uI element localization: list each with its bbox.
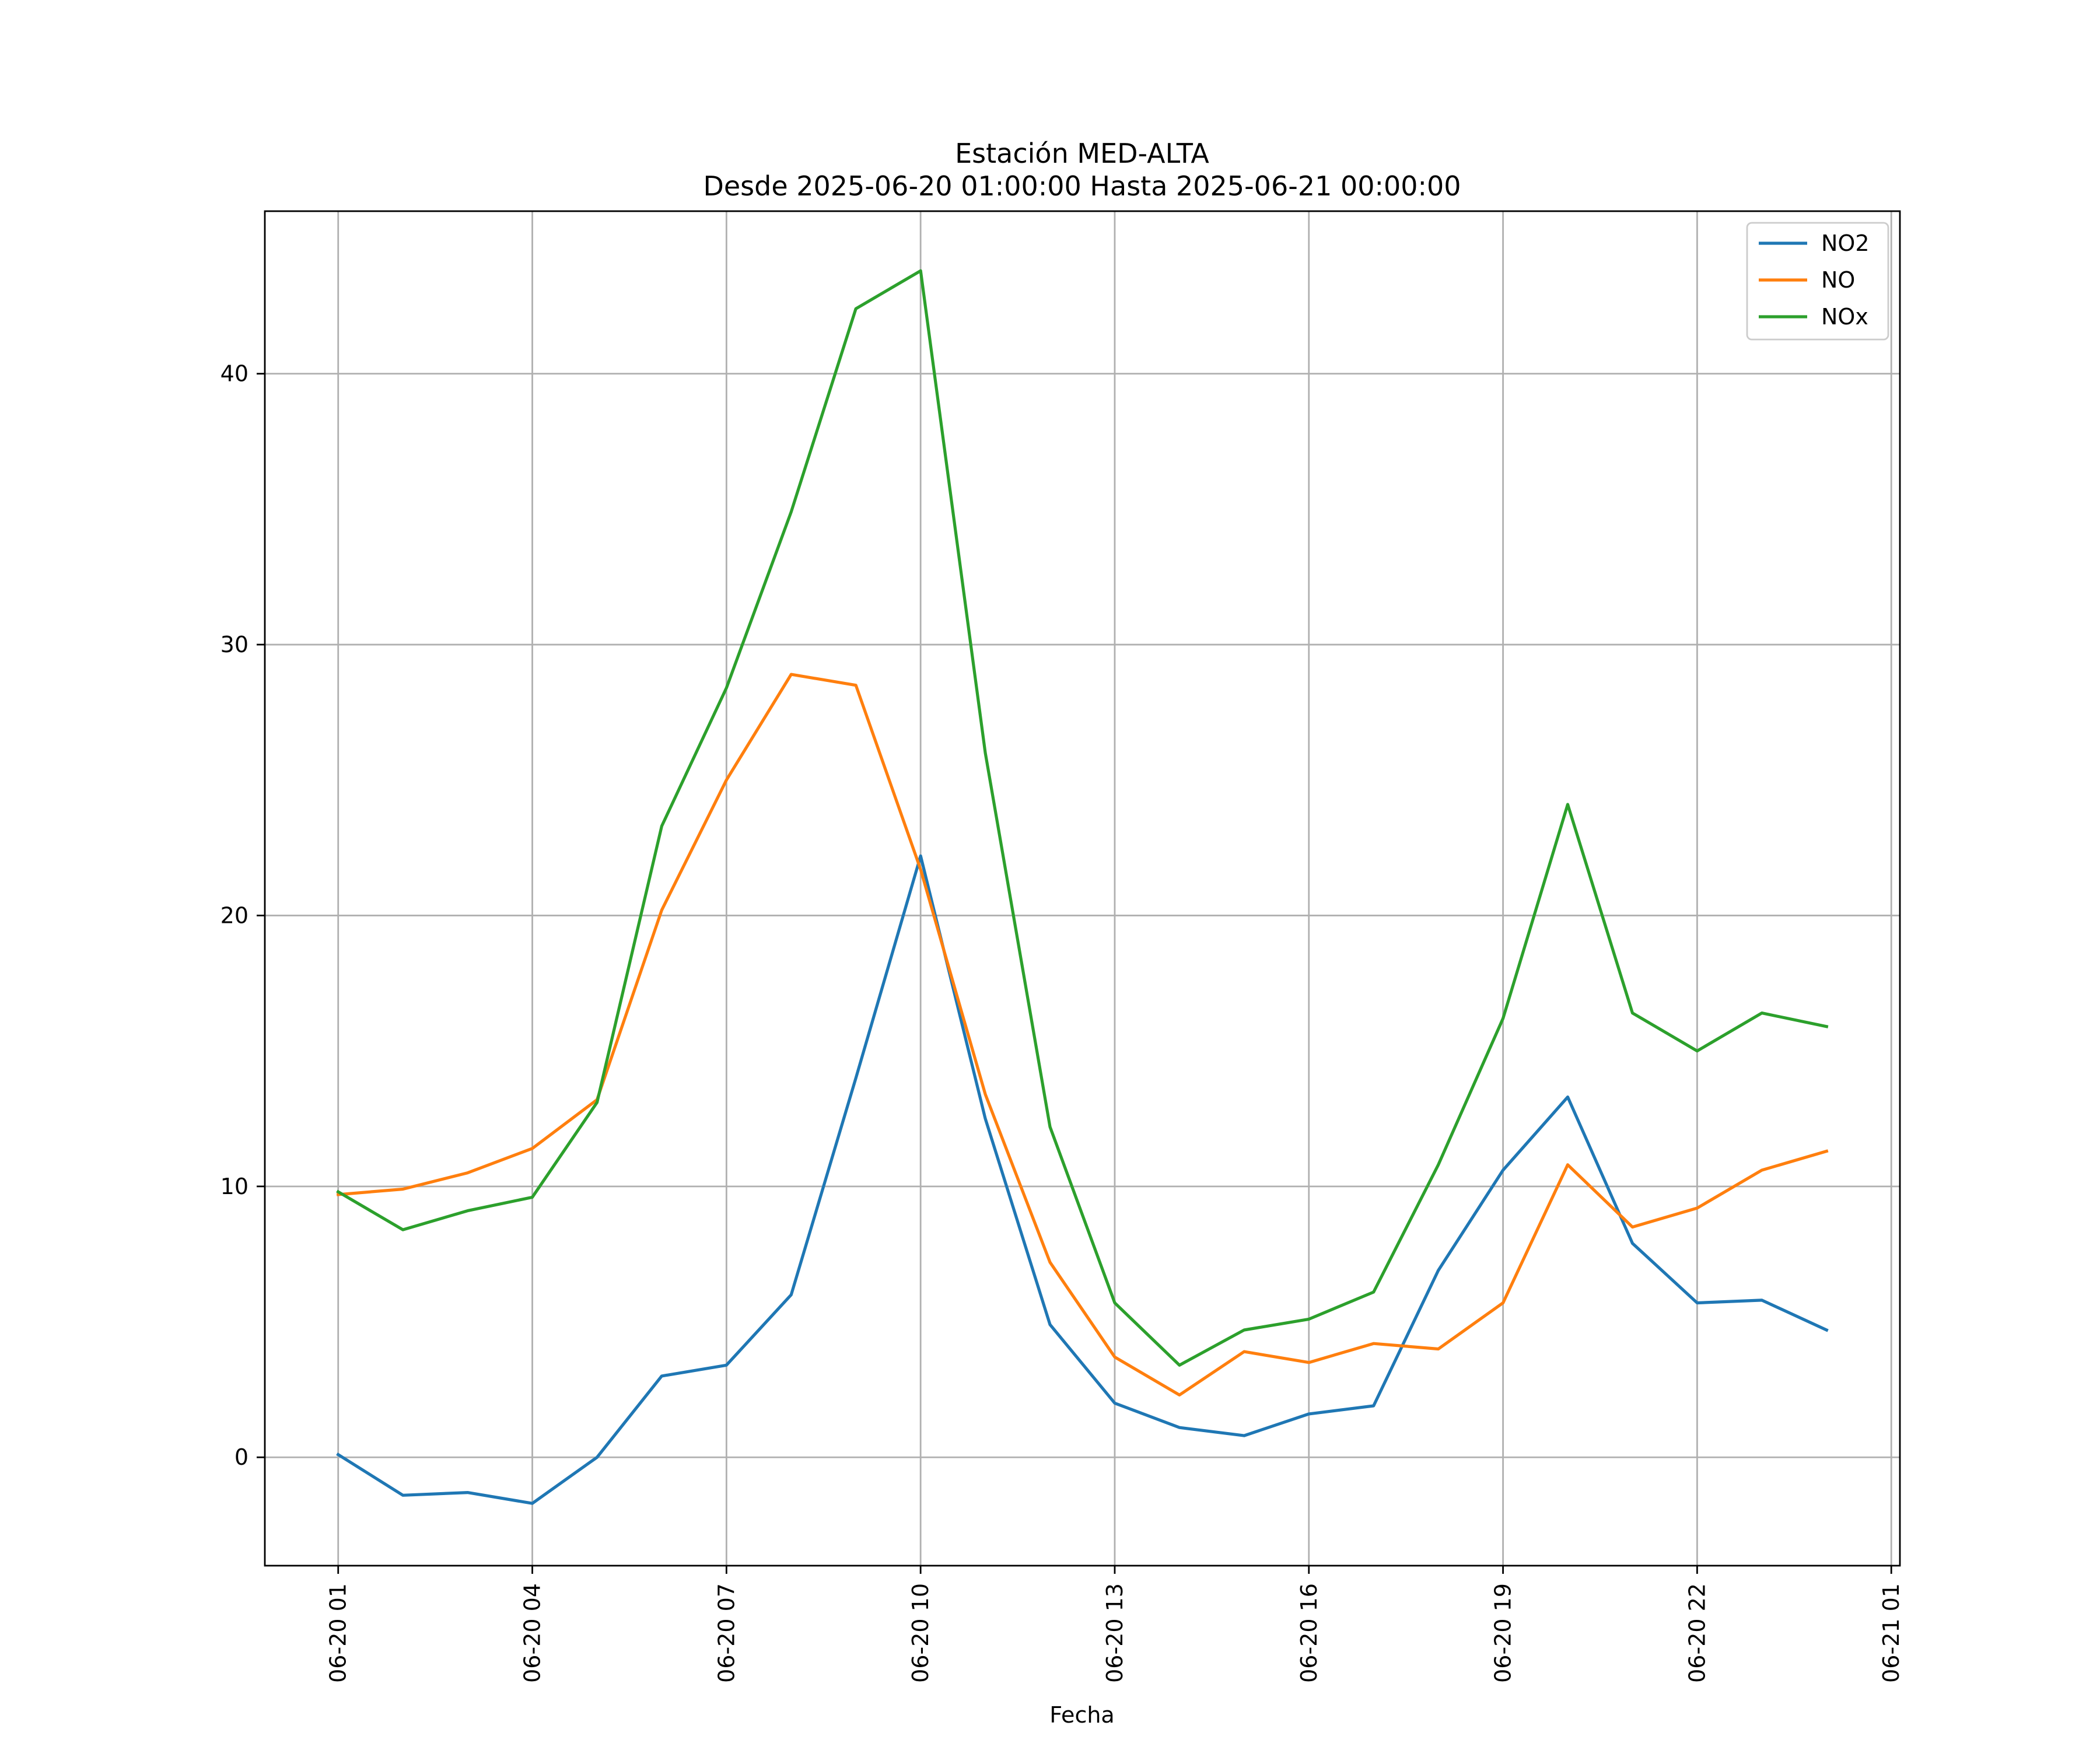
y-tick-label: 10: [220, 1174, 249, 1199]
chart-title-line2: Desde 2025-06-20 01:00:00 Hasta 2025-06-…: [703, 170, 1461, 202]
legend-label-nox: NOx: [1821, 304, 1868, 330]
x-tick-label: 06-20 01: [326, 1583, 351, 1683]
y-tick-label: 30: [220, 632, 249, 657]
x-tick-label: 06-20 16: [1296, 1583, 1322, 1683]
y-tick-label: 0: [235, 1444, 249, 1470]
x-axis-ticks: 06-20 01 06-20 04 06-20 07 06-20 10 06-20 13…: [326, 1566, 1904, 1683]
x-tick-label: 06-21 01: [1878, 1583, 1904, 1683]
legend-label-no: NO: [1821, 267, 1855, 293]
x-tick-label: 06-20 10: [908, 1583, 933, 1683]
y-tick-label: 20: [220, 902, 249, 928]
y-tick-label: 40: [220, 361, 249, 387]
legend-frame: [1746, 222, 1889, 341]
chart-title-line1: Estación MED-ALTA: [955, 138, 1209, 169]
series-line-nox: [336, 269, 1829, 1367]
x-tick-label: 06-20 22: [1684, 1583, 1710, 1683]
grid: [265, 211, 1900, 1566]
legend: NO2 NO NOx: [1746, 222, 1889, 341]
x-tick-label: 06-20 13: [1102, 1583, 1128, 1683]
x-tick-label: 06-20 04: [520, 1583, 545, 1683]
legend-items: NO2 NO NOx: [1759, 230, 1870, 330]
series-lines: [336, 269, 1829, 1505]
x-axis-label: Fecha: [1049, 1702, 1114, 1728]
legend-label-no2: NO2: [1821, 230, 1870, 256]
series-line-no2: [336, 854, 1829, 1505]
y-axis-ticks: 0 10 20 30 40: [220, 361, 265, 1470]
plot-area-frame: [264, 210, 1901, 1567]
series-line-no: [336, 673, 1829, 1396]
x-tick-label: 06-20 07: [713, 1583, 739, 1683]
x-tick-label: 06-20 19: [1490, 1583, 1516, 1683]
